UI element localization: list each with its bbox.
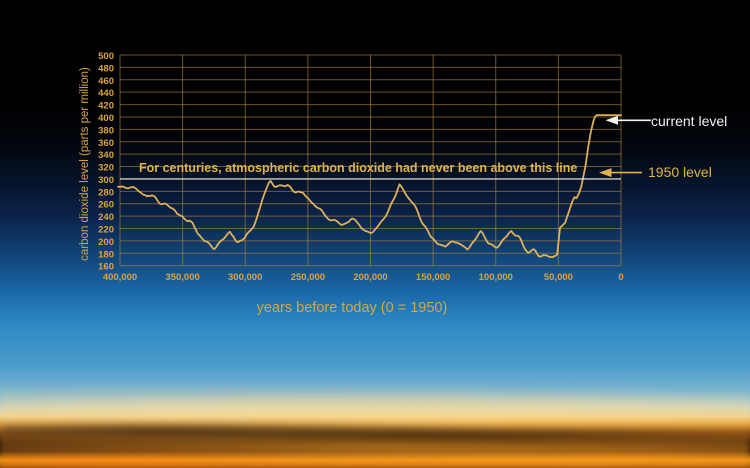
svg-text:For centuries, atmospheric car: For centuries, atmospheric carbon dioxid… <box>139 161 577 175</box>
svg-text:300,000: 300,000 <box>228 272 262 283</box>
svg-text:360: 360 <box>98 138 114 149</box>
svg-text:420: 420 <box>98 101 114 112</box>
svg-text:260: 260 <box>98 200 114 211</box>
svg-text:440: 440 <box>98 88 114 99</box>
svg-text:240: 240 <box>98 212 114 223</box>
svg-text:1950 level: 1950 level <box>648 164 712 180</box>
svg-text:carbon dioxide level (parts pe: carbon dioxide level (parts per million) <box>79 67 91 261</box>
svg-text:200,000: 200,000 <box>353 272 387 283</box>
svg-text:50,000: 50,000 <box>544 272 573 283</box>
svg-text:150,000: 150,000 <box>416 272 450 283</box>
svg-text:320: 320 <box>98 163 114 174</box>
svg-text:180: 180 <box>98 249 114 260</box>
svg-text:years before today (0 = 1950): years before today (0 = 1950) <box>257 300 448 316</box>
svg-text:380: 380 <box>98 125 114 136</box>
svg-text:300: 300 <box>98 175 114 186</box>
svg-text:200: 200 <box>98 237 114 248</box>
svg-text:0: 0 <box>618 272 623 283</box>
svg-text:460: 460 <box>98 76 114 87</box>
svg-text:340: 340 <box>98 150 114 161</box>
svg-text:220: 220 <box>98 225 114 236</box>
svg-text:current level: current level <box>651 113 727 129</box>
svg-text:500: 500 <box>98 51 114 62</box>
svg-text:100,000: 100,000 <box>479 272 513 283</box>
svg-text:400: 400 <box>98 113 114 124</box>
svg-text:350,000: 350,000 <box>165 272 199 283</box>
svg-text:280: 280 <box>98 187 114 198</box>
svg-text:480: 480 <box>98 63 114 74</box>
svg-text:250,000: 250,000 <box>291 272 325 283</box>
svg-text:400,000: 400,000 <box>103 272 137 283</box>
